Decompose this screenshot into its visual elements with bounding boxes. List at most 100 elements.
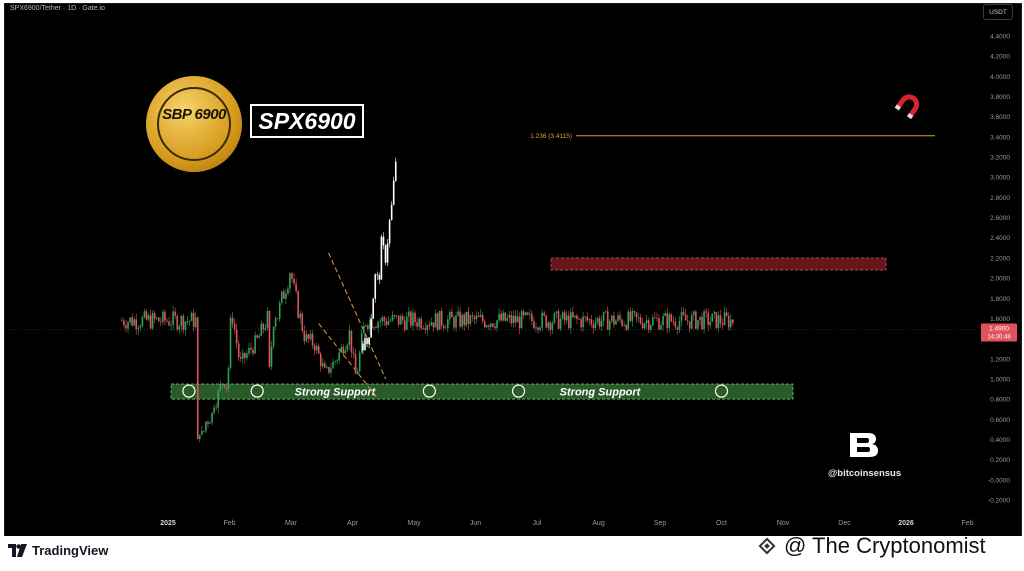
projection-candle-body	[382, 236, 385, 246]
y-tick-label: 2.6000	[990, 215, 1010, 222]
candle-body	[721, 323, 724, 326]
support-zone-label: Strong Support	[295, 387, 377, 399]
support-touch-circle	[511, 384, 526, 398]
candle-body	[393, 315, 396, 317]
candle-body	[379, 321, 381, 323]
candle-body	[418, 318, 420, 327]
candle-body	[342, 347, 345, 354]
candle-body	[631, 311, 634, 321]
candle-body	[500, 313, 502, 321]
candle-body	[483, 321, 486, 328]
candle-body	[420, 318, 422, 329]
candle-body	[436, 313, 439, 330]
candle-body	[559, 318, 562, 329]
footer-bar	[0, 536, 1024, 571]
projection-candle-body	[384, 245, 387, 263]
candle-body	[246, 353, 248, 359]
candle-body	[295, 283, 297, 292]
candle-body	[217, 390, 220, 408]
candle-body	[668, 314, 671, 329]
candle-body	[625, 325, 627, 330]
candle-body	[145, 311, 148, 320]
candle-body	[529, 313, 531, 315]
candle-body	[615, 320, 617, 325]
candle-body	[313, 345, 316, 351]
candle-body	[414, 312, 416, 323]
candle-body	[654, 317, 656, 319]
candle-body	[637, 317, 640, 318]
candle-body	[283, 291, 285, 299]
candle-body	[652, 317, 654, 326]
candle-body	[695, 311, 697, 329]
candle-body	[278, 302, 281, 319]
y-tick-label: 1.0000	[990, 376, 1010, 383]
candle-body	[328, 366, 330, 373]
candle-body	[467, 311, 470, 324]
candle-body	[192, 312, 195, 328]
tradingview-logo[interactable]: TradingView	[8, 543, 108, 558]
x-tick-label: 2025	[160, 520, 176, 527]
candle-body	[713, 312, 716, 314]
candle-body	[164, 311, 166, 321]
candle-body	[703, 311, 705, 330]
candle-body	[168, 321, 170, 326]
x-tick-label: Dec	[838, 520, 851, 527]
support-touch-circle	[714, 384, 729, 398]
y-tick-label: 2.2000	[990, 255, 1010, 262]
candle-body	[440, 310, 443, 326]
resistance-zone	[550, 257, 887, 271]
candle-body	[504, 312, 507, 321]
countdown-value: 14:30:48	[987, 335, 1011, 341]
candle-body	[340, 347, 343, 353]
candle-body	[567, 315, 570, 329]
y-tick-label: -0.0000	[988, 477, 1010, 484]
candle-body	[256, 335, 258, 338]
ticker-label: SPX6900	[250, 104, 364, 138]
candle-body	[647, 320, 650, 330]
candle-body	[151, 313, 154, 329]
candle-body	[160, 321, 162, 323]
candle-body	[600, 321, 603, 327]
candle-body	[229, 317, 232, 369]
y-tick-label: 4.0000	[990, 74, 1010, 81]
candle-body	[403, 320, 406, 330]
candle-body	[324, 363, 326, 368]
candle-body	[471, 315, 474, 317]
candle-body	[153, 313, 156, 319]
magnet-icon	[894, 94, 920, 120]
spx6900-coin-logo: SBP 6900	[146, 76, 242, 172]
candle-body	[129, 317, 131, 323]
watermark-handle: @bitcoinsensus	[828, 468, 902, 479]
y-tick-label: 2.0000	[990, 276, 1010, 283]
candle-body	[131, 317, 133, 326]
candle-body	[170, 324, 172, 326]
candle-body	[365, 325, 367, 327]
candle-body	[506, 317, 509, 321]
candle-body	[127, 322, 129, 329]
x-tick-label: Oct	[716, 520, 727, 527]
candle-body	[123, 320, 125, 326]
candle-body	[594, 322, 597, 329]
candle-body	[231, 317, 234, 324]
candle-body	[725, 312, 728, 316]
support-zone	[170, 383, 794, 400]
candle-body	[354, 354, 357, 374]
candle-body	[557, 311, 560, 329]
candle-body	[401, 316, 404, 321]
currency-selector[interactable]: USDT	[983, 4, 1013, 20]
candle-body	[416, 322, 418, 327]
y-tick-label: 1.6000	[990, 316, 1010, 323]
candle-body	[182, 315, 185, 330]
candle-body	[488, 325, 490, 327]
projection-candle-body	[370, 318, 372, 338]
candle-body	[362, 325, 365, 334]
candle-body	[406, 316, 408, 330]
candle-body	[219, 384, 222, 391]
candle-body	[570, 312, 572, 329]
candle-body	[389, 320, 392, 322]
candle-body	[461, 314, 463, 327]
candle-body	[166, 320, 168, 322]
candle-body	[502, 312, 504, 321]
candle-body	[545, 315, 548, 328]
